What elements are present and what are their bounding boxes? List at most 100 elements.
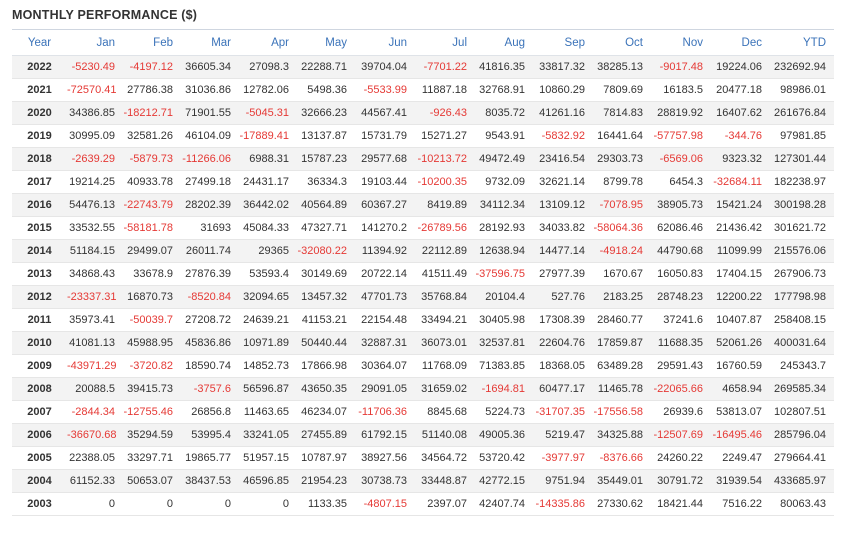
- month-value-cell: 14852.73: [239, 354, 297, 378]
- year-cell: 2012: [12, 285, 67, 309]
- month-value-cell: 2249.47: [711, 446, 770, 470]
- month-value-cell: -2844.34: [67, 400, 123, 424]
- year-cell: 2020: [12, 101, 67, 125]
- month-value-cell: 10971.89: [239, 331, 297, 355]
- month-value-cell: 15787.23: [297, 147, 355, 171]
- month-value-cell: 53720.42: [475, 446, 533, 470]
- month-value-cell: 39704.04: [355, 55, 415, 79]
- month-value-cell: 19103.44: [355, 170, 415, 194]
- month-value-cell: 36605.34: [181, 55, 239, 79]
- month-value-cell: 17404.15: [711, 262, 770, 286]
- month-value-cell: 27786.38: [123, 78, 181, 102]
- month-value-cell: 9323.32: [711, 147, 770, 171]
- month-value-cell: -17556.58: [593, 400, 651, 424]
- table-row: 2005 22388.05 33297.71 19865.77 51957.15 1078…: [12, 446, 834, 470]
- column-header-nov: Nov: [651, 31, 711, 56]
- month-value-cell: -8520.84: [181, 285, 239, 309]
- month-value-cell: 36334.3: [297, 170, 355, 194]
- month-value-cell: 8799.78: [593, 170, 651, 194]
- month-value-cell: 32666.23: [297, 101, 355, 125]
- month-value-cell: 2183.25: [593, 285, 651, 309]
- month-value-cell: 13137.87: [297, 124, 355, 148]
- month-value-cell: 27098.3: [239, 55, 297, 79]
- year-cell: 2007: [12, 400, 67, 424]
- month-value-cell: 19224.06: [711, 55, 770, 79]
- month-value-cell: -5832.92: [533, 124, 593, 148]
- month-value-cell: -11266.06: [181, 147, 239, 171]
- month-value-cell: 5219.47: [533, 423, 593, 447]
- month-value-cell: 40564.89: [297, 193, 355, 217]
- month-value-cell: -37596.75: [475, 262, 533, 286]
- month-value-cell: 26011.74: [181, 239, 239, 263]
- month-value-cell: 29365: [239, 239, 297, 263]
- month-value-cell: -14335.86: [533, 492, 593, 516]
- month-value-cell: 44567.41: [355, 101, 415, 125]
- table-row: 2021 -72570.41 27786.38 31036.86 12782.06 549…: [12, 78, 834, 102]
- month-value-cell: 60367.27: [355, 193, 415, 217]
- month-value-cell: -11706.36: [355, 400, 415, 424]
- month-value-cell: 18368.05: [533, 354, 593, 378]
- month-value-cell: 20722.14: [355, 262, 415, 286]
- year-cell: 2005: [12, 446, 67, 470]
- month-value-cell: 31659.02: [415, 377, 475, 401]
- month-value-cell: -16495.46: [711, 423, 770, 447]
- month-value-cell: 11887.18: [415, 78, 475, 102]
- month-value-cell: 63489.28: [593, 354, 651, 378]
- column-header-apr: Apr: [239, 31, 297, 56]
- year-cell: 2021: [12, 78, 67, 102]
- month-value-cell: 8845.68: [415, 400, 475, 424]
- month-value-cell: 51957.15: [239, 446, 297, 470]
- month-value-cell: 11394.92: [355, 239, 415, 263]
- year-cell: 2017: [12, 170, 67, 194]
- month-value-cell: 1133.35: [297, 492, 355, 516]
- month-value-cell: 7516.22: [711, 492, 770, 516]
- month-value-cell: 10787.97: [297, 446, 355, 470]
- month-value-cell: -8376.66: [593, 446, 651, 470]
- month-value-cell: 33448.87: [415, 469, 475, 493]
- ytd-cell: 97981.85: [770, 124, 834, 148]
- column-header-sep: Sep: [533, 31, 593, 56]
- month-value-cell: 23416.54: [533, 147, 593, 171]
- column-header-dec: Dec: [711, 31, 770, 56]
- month-value-cell: 29577.68: [355, 147, 415, 171]
- month-value-cell: 35768.84: [415, 285, 475, 309]
- month-value-cell: 22112.89: [415, 239, 475, 263]
- table-row: 2013 34868.43 33678.9 27876.39 53593.4 30149.…: [12, 262, 834, 286]
- column-header-mar: Mar: [181, 31, 239, 56]
- ytd-cell: 182238.97: [770, 170, 834, 194]
- month-value-cell: 51140.08: [415, 423, 475, 447]
- month-value-cell: -5533.99: [355, 78, 415, 102]
- month-value-cell: 33297.71: [123, 446, 181, 470]
- month-value-cell: 35294.59: [123, 423, 181, 447]
- month-value-cell: 29591.43: [651, 354, 711, 378]
- month-value-cell: 37241.6: [651, 308, 711, 332]
- month-value-cell: 28202.39: [181, 193, 239, 217]
- month-value-cell: 11465.78: [593, 377, 651, 401]
- month-value-cell: 18590.74: [181, 354, 239, 378]
- month-value-cell: 20104.4: [475, 285, 533, 309]
- month-value-cell: 34564.72: [415, 446, 475, 470]
- month-value-cell: 38285.13: [593, 55, 651, 79]
- month-value-cell: 45084.33: [239, 216, 297, 240]
- month-value-cell: 21954.23: [297, 469, 355, 493]
- month-value-cell: 24260.22: [651, 446, 711, 470]
- month-value-cell: 10407.87: [711, 308, 770, 332]
- month-value-cell: -22743.79: [123, 193, 181, 217]
- month-value-cell: -344.76: [711, 124, 770, 148]
- year-cell: 2015: [12, 216, 67, 240]
- month-value-cell: -7078.95: [593, 193, 651, 217]
- month-value-cell: 41153.21: [297, 308, 355, 332]
- year-cell: 2011: [12, 308, 67, 332]
- month-value-cell: -3977.97: [533, 446, 593, 470]
- month-value-cell: -26789.56: [415, 216, 475, 240]
- ytd-cell: 127301.44: [770, 147, 834, 171]
- month-value-cell: -32684.11: [711, 170, 770, 194]
- column-header-aug: Aug: [475, 31, 533, 56]
- month-value-cell: 34325.88: [593, 423, 651, 447]
- month-value-cell: 0: [239, 492, 297, 516]
- column-header-oct: Oct: [593, 31, 651, 56]
- month-value-cell: 49005.36: [475, 423, 533, 447]
- month-value-cell: 52061.26: [711, 331, 770, 355]
- column-header-year: Year: [12, 31, 67, 56]
- month-value-cell: -22065.66: [651, 377, 711, 401]
